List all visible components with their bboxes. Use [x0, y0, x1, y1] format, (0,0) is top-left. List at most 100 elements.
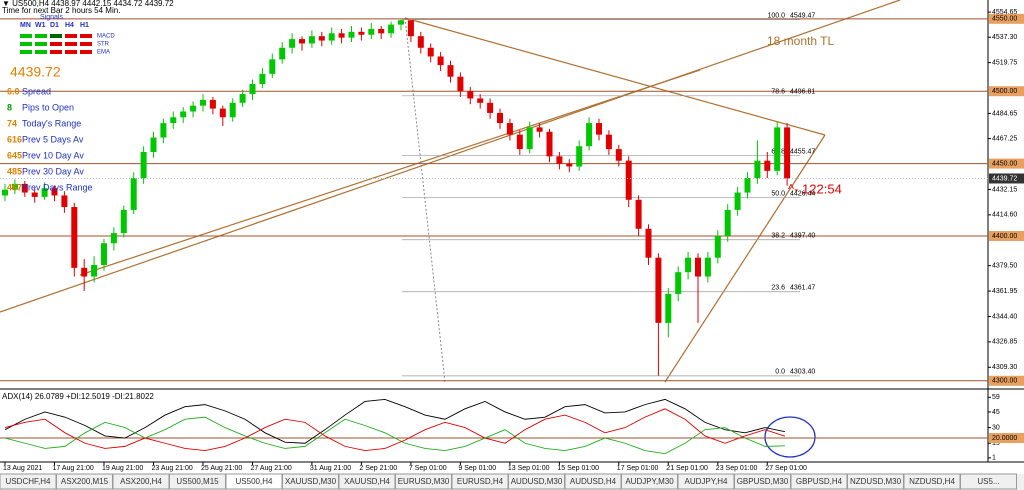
x-tick-label: 23 Aug 21:00	[152, 465, 193, 472]
candle-body	[784, 127, 791, 179]
candle-body	[150, 137, 157, 153]
y-tick-label: 4379.50	[992, 263, 1017, 270]
x-tick-label: 13 Sep 01:00	[508, 465, 550, 472]
candle-body	[269, 59, 276, 74]
candle-body	[665, 293, 672, 323]
tab[interactable]	[960, 473, 1017, 490]
stat-label: Pips to Open	[22, 102, 74, 112]
signal-bar	[80, 50, 92, 54]
y-tick-label: 4309.30	[992, 364, 1017, 371]
tab-label[interactable]: GBPUSD,H4	[796, 477, 843, 486]
stat-value: 645	[7, 150, 22, 160]
candle-body	[477, 98, 484, 103]
annotation: 18 month TL	[767, 34, 834, 48]
x-tick-label: 23 Sep 01:00	[716, 465, 758, 472]
y-tick-label: 4344.40	[992, 313, 1017, 320]
tab-label[interactable]: EURUSD,H4	[457, 477, 504, 486]
fib-price: 4361.47	[790, 285, 815, 292]
fib-ratio: 50.0	[771, 191, 785, 198]
countdown: ^- 122:54	[788, 181, 842, 196]
candle-body	[328, 33, 335, 41]
x-tick-label: 17 Sep 01:00	[617, 465, 659, 472]
candle-body	[388, 24, 395, 34]
candle-body	[437, 56, 444, 66]
level-box	[989, 158, 1024, 169]
x-tick-label: 9 Sep 01:00	[458, 465, 496, 472]
fib-ratio: 78.6	[771, 89, 785, 96]
last-price-big: 4439.72	[10, 64, 61, 80]
y-tick-label: 4432.15	[992, 186, 1017, 193]
tab-label[interactable]: GBPUSD,M30	[737, 477, 789, 486]
adx-tick-label: 1	[992, 455, 996, 462]
adx-tick-label: 30	[992, 424, 1000, 431]
x-tick-label: 2 Sep 21:00	[359, 465, 397, 472]
tab-label[interactable]: AUDUSD,H4	[570, 477, 617, 486]
trend-line	[664, 134, 826, 383]
signal-name: EMA	[97, 50, 110, 56]
candle-body	[259, 73, 266, 84]
candle-body	[526, 127, 533, 150]
candle-body	[289, 39, 296, 48]
candle-body	[695, 257, 701, 277]
candle-body	[506, 123, 513, 135]
x-tick-label: 17 Aug 21:00	[53, 465, 94, 472]
candle-body	[378, 28, 385, 34]
adx-title: ADX(14) 26.0789 +DI:12.5019 -DI:21.8022	[2, 392, 154, 401]
candle-body	[219, 108, 226, 118]
candle-body	[308, 36, 315, 44]
adx-level-box	[989, 433, 1024, 444]
level-label: 4300.00	[992, 378, 1017, 385]
tab-label[interactable]: US5...	[977, 477, 999, 486]
timeframe: H4	[65, 22, 74, 29]
signal-bar	[80, 34, 92, 38]
y-tick-label: 4467.25	[992, 135, 1017, 142]
candle-body	[41, 188, 48, 197]
candle-body	[190, 105, 197, 112]
stat-value: 8	[7, 102, 12, 112]
tab-label[interactable]: NZDUSD,H4	[909, 477, 955, 486]
candle-body	[91, 264, 98, 277]
tab-label[interactable]: ASX200,H4	[120, 477, 162, 486]
tab-label[interactable]: AUDUSD,M30	[511, 477, 563, 486]
adx-line	[4, 408, 786, 452]
candle-body	[81, 267, 88, 277]
candle-body	[576, 146, 583, 167]
tab-label[interactable]: AUDJPY,H4	[685, 477, 729, 486]
tab-label[interactable]: US500,H4	[236, 477, 273, 486]
tab-label[interactable]: USDCHF,H4	[6, 477, 51, 486]
vertical-guide	[404, 17, 446, 383]
tab-label[interactable]: AUDJPY,M30	[625, 477, 674, 486]
highlight-ellipse	[764, 416, 816, 458]
x-tick-label: 13 Aug 2021	[3, 465, 42, 472]
level-box	[989, 375, 1024, 386]
candle-body	[675, 272, 682, 294]
fib-ratio: 0.0	[775, 369, 785, 376]
candle-body	[130, 178, 137, 210]
stat-value: 616	[7, 134, 22, 144]
fib-ratio: 100.0	[767, 12, 785, 19]
stat-label: Spread	[22, 86, 51, 96]
signal-bar	[20, 34, 32, 38]
timeframe: MN	[20, 22, 31, 29]
candle-body	[249, 83, 256, 95]
level-label: 4500.00	[992, 88, 1017, 95]
tab-label[interactable]: NZDUSD,M30	[850, 477, 902, 486]
tab-label[interactable]: US500,M15	[176, 477, 219, 486]
candle-body	[566, 163, 573, 167]
tab-label[interactable]: XAUUSD,M30	[285, 477, 337, 486]
tab-label[interactable]: XAUUSD,H4	[344, 477, 390, 486]
candle-body	[160, 123, 167, 138]
adx-tick-label: 59	[992, 394, 1000, 401]
candle-body	[615, 149, 622, 161]
candle-body	[200, 99, 206, 106]
candle-body	[110, 233, 117, 244]
candle-body	[734, 192, 741, 210]
y-tick-label: 4554.65	[992, 9, 1017, 16]
tab-label[interactable]: ASX200,M15	[61, 477, 109, 486]
candle-body	[101, 243, 107, 265]
tab-label[interactable]: EURUSD,M30	[398, 477, 450, 486]
level-label: 4550.00	[992, 16, 1017, 23]
x-tick-label: 27 Aug 21:00	[251, 465, 292, 472]
candle-body	[427, 47, 434, 57]
